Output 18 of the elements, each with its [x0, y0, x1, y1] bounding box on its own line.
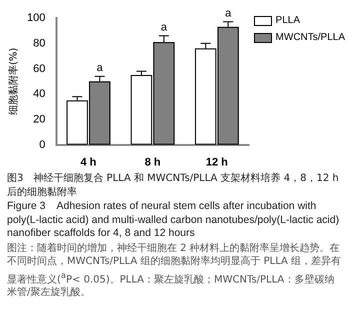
y-tick-label: 20	[33, 113, 46, 126]
y-tick-label: 40	[33, 88, 46, 100]
y-tick-label: 80	[33, 37, 46, 50]
annotation: a	[225, 7, 232, 20]
x-tick-label: 8 h	[144, 156, 161, 168]
y-tick-label: 60	[33, 62, 46, 75]
legend-label: MWCNTs/PLLA	[276, 32, 345, 43]
y-tick-label: 100	[26, 12, 46, 24]
caption: Figure 3 Adhesion rates of neural stem cells after incubation with poly(L-lactic acid) and multi-walled carbon nanotubes/poly(L-lactic acid) nanofiber scaffolds for 4, 8 and 12 hours	[7, 200, 340, 240]
text: 图注：随着时间的增加，神经干细胞在 2 种材料上的黏附率呈增长趋势。在不同时间点，MWCNTs/PLLA 组的细胞黏附率均明显高于 PLLA 组，差异有显著性意义($^{a}$P< 0.05)。PLLA：聚左旋乳酸；MWCNTs/PLLA：多壁碳纳米管/聚左旋乳酸。	[7, 242, 342, 300]
caption: 图3 神经干细胞复合 PLLA 和 MWCNTs/PLLA 支架材料培养 4，8，12 h 后的细胞黏附率	[7, 172, 340, 199]
x-tick-label: 4 h	[80, 156, 97, 168]
annotation: a	[96, 62, 104, 74]
x-tick-label: 12 h	[206, 156, 228, 168]
y-axis-title: 细胞黏附率(%)	[8, 48, 20, 116]
legend-label: PLLA	[276, 15, 300, 26]
annotation: a	[160, 21, 168, 34]
y-tick-label: 0	[39, 138, 46, 151]
